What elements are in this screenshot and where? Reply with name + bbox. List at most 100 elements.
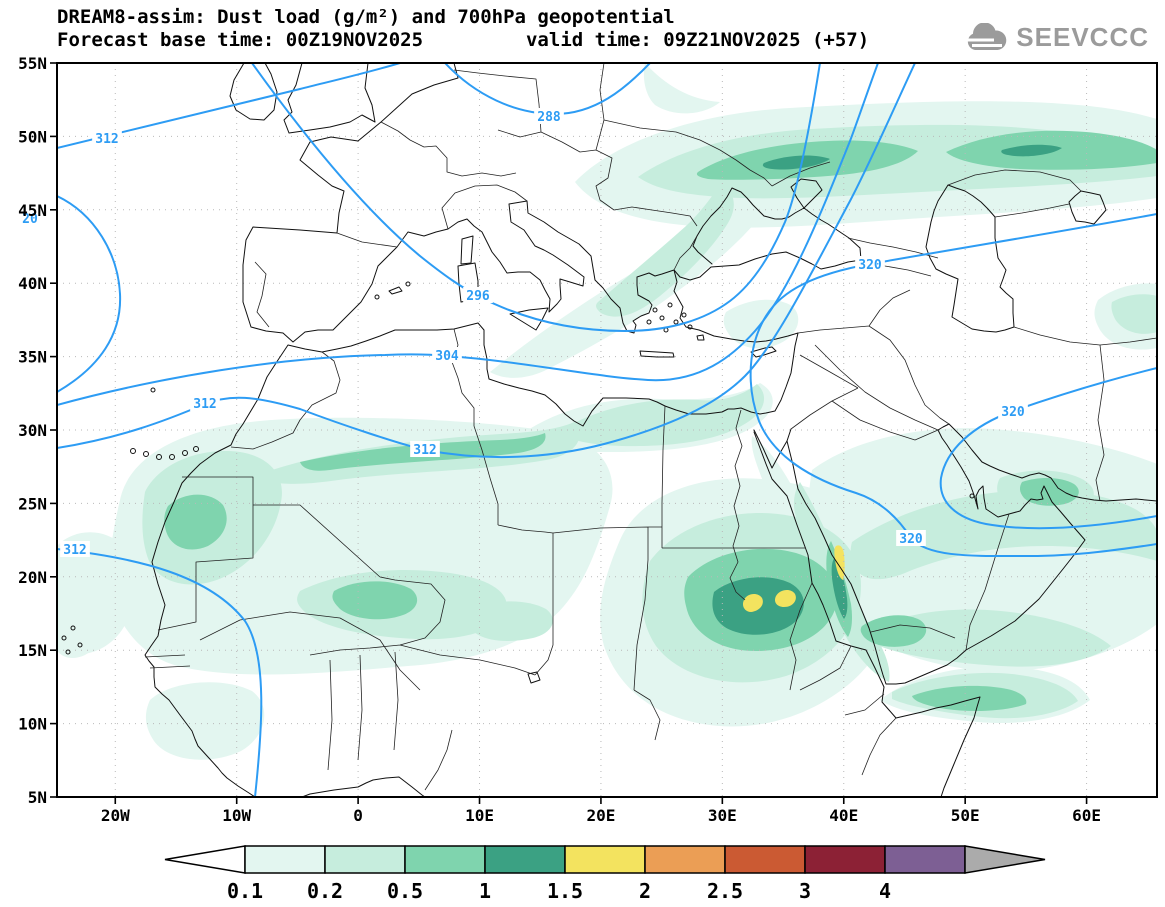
geopotential-contour <box>57 63 401 149</box>
island-icon <box>70 625 76 631</box>
dust-region <box>912 685 1027 712</box>
x-tick-label: 20W <box>101 806 130 825</box>
y-tick-label: 30N <box>18 421 47 440</box>
colorbar-label: 1.5 <box>547 879 583 903</box>
country-border-path <box>451 328 499 525</box>
dust-region <box>145 682 265 760</box>
country-border-path <box>144 654 191 669</box>
contour-label-bg <box>534 108 564 124</box>
y-tick-label: 10N <box>18 715 47 734</box>
geopotential-contour-label: 312 <box>63 543 86 558</box>
geopotential-contour <box>939 367 1157 530</box>
coastline-path <box>750 346 777 358</box>
y-tick-label: 15N <box>18 641 47 660</box>
island-icon <box>61 635 67 641</box>
geopotential-contour-label: 312 <box>413 443 436 458</box>
colorbar-segment <box>404 845 486 874</box>
island-icon <box>687 324 693 330</box>
dust-region <box>1019 478 1079 506</box>
country-border-path <box>633 582 897 776</box>
chart-title: DREAM8-assim: Dust load (g/m²) and 700hP… <box>57 6 675 28</box>
island-icon <box>652 307 658 313</box>
coastline-path <box>460 235 474 265</box>
geopotential-contour <box>57 63 879 406</box>
y-tick-label: 25N <box>18 494 47 513</box>
geography-layer <box>61 63 1157 797</box>
country-border-path <box>453 63 698 227</box>
geopotential-contour-label: 320 <box>899 532 923 547</box>
colorbar-segment <box>564 845 646 874</box>
contour-label-bg <box>998 403 1028 419</box>
colorbar-segment <box>324 845 406 874</box>
river-path <box>729 409 746 601</box>
country-border-path <box>157 446 381 631</box>
island-icon <box>143 451 149 457</box>
island-icon <box>182 450 188 456</box>
country-border-path <box>254 184 528 328</box>
island-icon <box>156 454 162 460</box>
contour-label-bg <box>432 347 462 363</box>
dust-region <box>762 155 830 170</box>
coastline-path <box>753 431 981 797</box>
dust-region <box>164 494 227 550</box>
coastline-path <box>925 184 1015 333</box>
contour-label-layer: 312 20 288 296 304 312 312 312 320 320 320 <box>19 108 1028 558</box>
geopotential-contour-label: 304 <box>435 349 459 364</box>
seevccc-logo: SEEVCCC <box>963 22 1149 53</box>
colorbar-segment <box>644 845 726 874</box>
contour-label-bg <box>19 210 41 226</box>
coastline-path <box>509 307 549 331</box>
contour-label-bg <box>92 130 122 146</box>
geopotential-contour <box>444 63 651 116</box>
geopotential-contour-label: 312 <box>95 132 118 147</box>
dust-region <box>868 609 1111 667</box>
colorbar-arrow-low <box>164 845 246 874</box>
colorbar-label: 4 <box>879 879 891 903</box>
coastline-path <box>948 423 1157 502</box>
country-border-path <box>1013 326 1157 502</box>
geopotential-contour <box>251 63 821 333</box>
contour-label-bg <box>410 441 440 457</box>
colorbar-segment <box>244 845 326 874</box>
dust-region <box>742 594 763 612</box>
island-icon <box>667 302 673 308</box>
country-border-path <box>309 576 536 676</box>
y-tick-label: 5N <box>28 788 47 807</box>
dust-region <box>332 581 418 620</box>
x-tick-label: 50E <box>951 806 980 825</box>
dust-region <box>1111 294 1157 334</box>
dust-region <box>596 184 734 317</box>
dust-region <box>850 490 1157 580</box>
x-tick-label: 20E <box>586 806 615 825</box>
dust-region <box>860 615 927 647</box>
island-icon <box>673 319 679 325</box>
dust-shading-layer <box>57 63 1157 760</box>
geopotential-contour <box>57 195 122 393</box>
dust-region <box>834 545 845 580</box>
river-path <box>199 611 421 691</box>
dust-region <box>558 384 765 447</box>
logo-text: SEEVCCC <box>1016 22 1149 52</box>
y-tick-label: 20N <box>18 568 47 587</box>
contour-label-bg <box>855 256 885 272</box>
dust-region <box>1001 144 1062 157</box>
country-border-path <box>252 351 341 450</box>
dust-region <box>774 590 796 607</box>
dust-region <box>467 601 553 641</box>
geopotential-contour-label: 320 <box>1001 405 1025 420</box>
geopotential-contour <box>749 213 1157 558</box>
coastline-path <box>786 423 1086 685</box>
x-tick-label: 60E <box>1072 806 1101 825</box>
coastline-path <box>639 350 675 358</box>
geopotential-contour <box>57 548 263 797</box>
colorbar-segment <box>804 845 886 874</box>
coastline-path <box>753 428 792 469</box>
geopotential-contour-label: 288 <box>537 110 561 125</box>
coastline-path <box>242 136 862 343</box>
country-border-path <box>380 121 517 177</box>
colorbar-label: 2 <box>639 879 651 903</box>
y-tick-label: 35N <box>18 348 47 367</box>
y-tick-label: 50N <box>18 127 47 146</box>
x-tick-label: 10W <box>222 806 251 825</box>
axis-ticks-layer: 20W 10W 0 10E 20E 30E 40E 50E 60E 55N 50N 45N 40N 35N… <box>18 54 1101 825</box>
